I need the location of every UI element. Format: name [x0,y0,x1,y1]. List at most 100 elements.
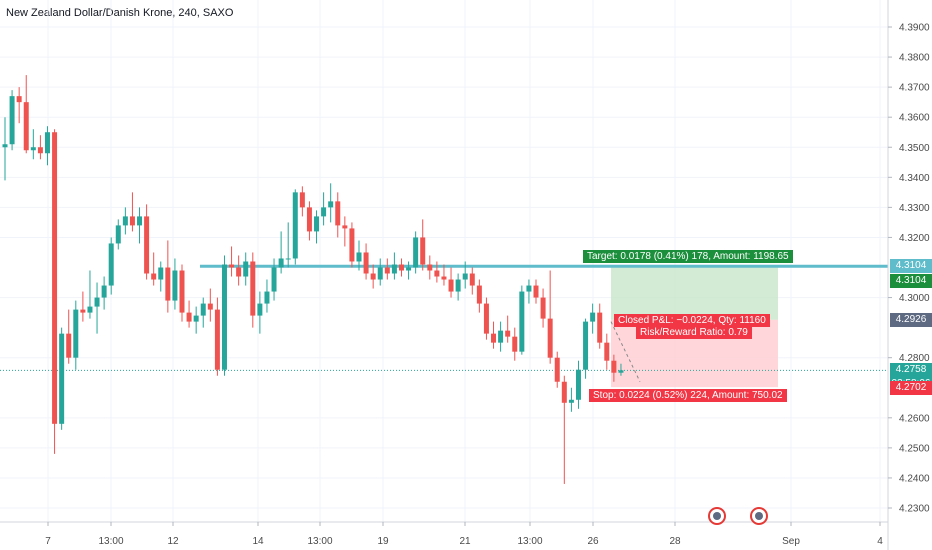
candle [583,318,589,379]
candle [59,327,65,430]
candle [491,321,497,349]
candle-body [321,207,327,217]
candle-body [137,216,143,226]
candle [186,300,192,328]
candle-body [271,267,277,292]
candle [391,252,397,280]
candle-body [292,192,298,259]
candle-body [257,303,263,316]
candle [441,264,447,286]
candle-body [87,306,93,313]
economic-event-icon[interactable] [708,507,726,525]
candle [214,297,220,376]
price-tag-target: 4.3104 [890,274,932,289]
candle [158,261,164,292]
candle-body [66,333,72,358]
candle [257,291,263,334]
candle [193,306,199,334]
candle-body [214,309,220,370]
candle-body [398,264,404,271]
candle [271,258,277,301]
price-tick-label: 4.2500 [899,443,930,454]
horizontal-line[interactable] [0,264,888,371]
candle [505,315,511,343]
candle [80,291,86,322]
time-tick-label: 26 [587,536,599,547]
candle-body [236,267,242,277]
candle [363,243,369,280]
candle [179,264,185,322]
time-tick-label: Sep [782,536,800,547]
economic-event-icon[interactable] [750,507,768,525]
price-axis[interactable]: 4.3900 4.3800 4.3700 4.3600 4.3500 4.3400 4.33… [887,0,930,550]
candle [221,255,227,376]
price-tick-label: 4.3300 [899,203,930,214]
candle-body [363,252,369,274]
candle-body [328,201,334,208]
price-tag-current: 4.2758 [890,363,932,378]
candle [398,258,404,277]
candle-body [165,267,171,301]
candle [561,375,567,484]
candle [568,387,574,412]
price-tick-label: 4.3900 [899,23,930,34]
candle [229,246,235,277]
price-tick-label: 4.3000 [899,293,930,304]
time-tick-label: 7 [45,536,51,547]
candle [455,273,461,301]
candle-body [356,252,362,262]
candle-body [540,297,546,319]
candle-body [186,312,192,322]
candle-body [349,228,355,262]
candle-body [413,237,419,268]
candle [406,261,412,280]
candle-body [306,207,312,232]
candle [200,297,206,328]
candle-body [370,273,376,280]
price-tag-closed: 4.2926 [890,312,932,327]
candle [129,192,135,232]
candle [328,183,334,223]
candle-body [299,192,305,208]
candle-body [469,273,475,286]
candle [604,333,610,370]
time-tick-label: 19 [377,536,389,547]
target-label: Target: 0.0178 (0.41%) 178, Amount: 1198… [583,250,793,264]
stop-label: Stop: 0.0224 (0.52%) 224, Amount: 750.02 [589,389,787,403]
candle [115,219,121,250]
candle-body [200,303,206,316]
candle-body [9,96,15,145]
candle [2,117,8,181]
candle-body [519,291,525,352]
candle-body [243,261,249,277]
candle [540,288,546,328]
candle [434,261,440,283]
candle [384,258,390,280]
candle-body [441,276,447,280]
price-tick-label: 4.3600 [899,113,930,124]
candle-body [129,216,135,226]
price-tick-label: 4.3200 [899,233,930,244]
time-tick-label: 14 [252,536,264,547]
time-tick-label: 13:00 [98,536,123,547]
price-tick-label: 4.2600 [899,413,930,424]
candle-body [575,369,581,400]
candle [611,354,617,382]
time-tick-label: 4 [877,536,883,547]
candle [377,258,383,286]
price-tick-label: 4.2800 [899,353,930,364]
time-tick-label: 12 [167,536,179,547]
candle-body [23,102,29,151]
candle-body [342,225,348,229]
candle [420,219,426,271]
candle [278,231,284,274]
candle [356,240,362,271]
candle [547,270,553,364]
candle-body [597,312,603,343]
candle [16,87,22,124]
candle [144,204,150,280]
time-axis[interactable]: 7 13:00 12 14 13:00 19 21 13:00 26 28 Sep 4 [0,521,888,547]
candle [236,255,242,286]
candle-body [420,237,426,265]
